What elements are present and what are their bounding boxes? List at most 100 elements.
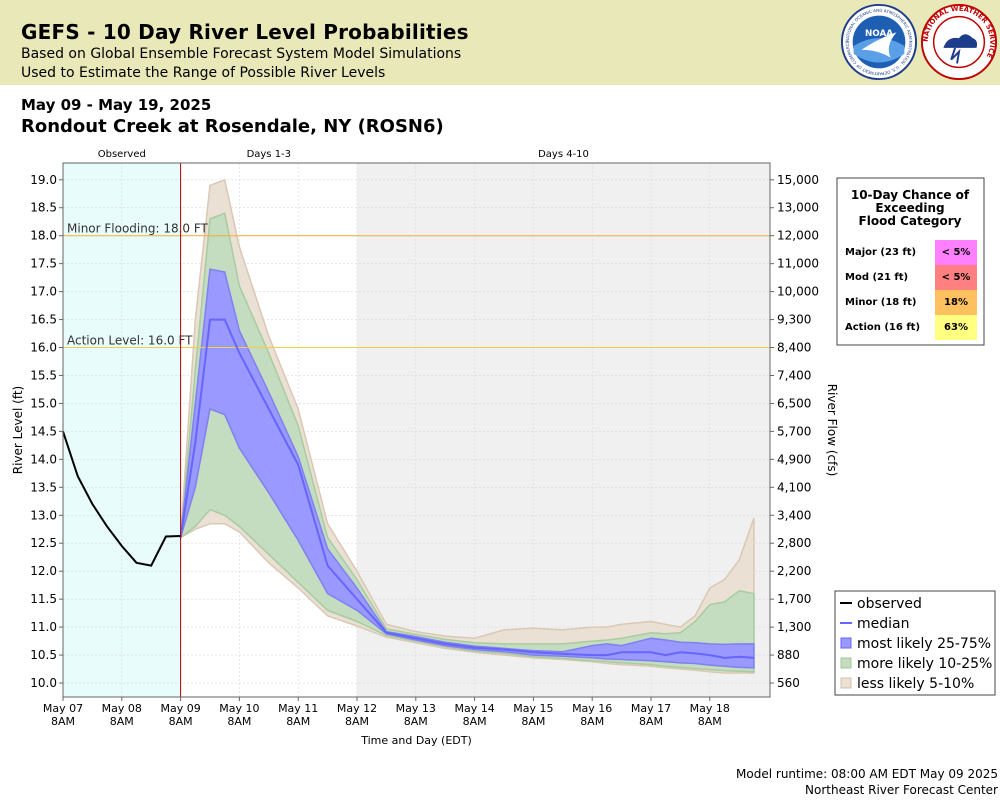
y-tick-label: 19.0 [30,173,57,187]
x-tick-time: 8AM [169,715,193,728]
y-right-tick-label: 560 [777,676,800,690]
period-label: Days 1-3 [247,149,291,160]
x-tick-label: May 09 [160,702,200,715]
y-right-tick-label: 1,300 [777,620,811,634]
observed-line [62,431,181,567]
exceedance-category: Action (16 ft) [845,322,920,333]
x-tick-time: 8AM [286,715,310,728]
exceedance-value: < 5% [942,247,971,258]
y-right-tick-label: 5,700 [777,424,811,438]
y-axis-title: River Level (ft) [11,386,25,474]
y-right-tick-label: 13,000 [777,201,819,215]
x-tick-label: May 18 [690,702,730,715]
x-tick-time: 8AM [580,715,604,728]
y-tick-label: 12.5 [30,536,57,550]
x-tick-label: May 16 [572,702,612,715]
y-tick-label: 15.0 [30,396,57,410]
y-tick-label: 14.0 [30,452,57,466]
x-tick-time: 8AM [521,715,545,728]
header-banner: GEFS - 10 Day River Level Probabilities … [0,0,1000,85]
x-tick-time: 8AM [51,715,75,728]
median-line [179,318,754,659]
x-tick-time: 8AM [639,715,663,728]
y-right-tick-label: 880 [777,648,800,662]
exceedance-title: Flood Category [859,214,962,228]
y-tick-label: 10.5 [30,648,57,662]
y-tick-label: 16.0 [30,341,57,355]
station-name: Rondout Creek at Rosendale, NY (ROSN6) [21,116,444,137]
threshold-label: Action Level: 16.0 FT [67,334,193,348]
legend-label: observed [857,596,922,612]
legend-box [834,590,996,696]
noaa-logo: NOAA NATIONAL OCEANIC AND ATMOSPHERIC AD… [840,3,918,81]
y-right-tick-label: 2,200 [777,564,811,578]
period-label: Days 4-10 [538,149,589,160]
y-right-tick-label: 6,500 [777,396,811,410]
y-right-tick-label: 8,400 [777,341,811,355]
y-right-tick-label: 10,000 [777,285,819,299]
y-tick-label: 15.5 [30,368,57,382]
x-tick-time: 8AM [698,715,722,728]
y-tick-label: 17.0 [30,285,57,299]
x-tick-label: May 15 [513,702,553,715]
legend-label: most likely 25-75% [857,636,991,652]
period-label: Observed [98,149,146,160]
x-tick-label: May 12 [337,702,377,715]
forecast-center: Northeast River Forecast Center [805,783,998,797]
y-right-tick-label: 4,100 [777,480,811,494]
date-range: May 09 - May 19, 2025 [21,96,212,114]
x-tick-label: May 14 [454,702,494,715]
y-right-tick-label: 12,000 [777,229,819,243]
legend-swatch [840,677,852,689]
y-right-tick-label: 3,400 [777,508,811,522]
subtitle-line-1: Based on Global Ensemble Forecast System… [21,46,462,62]
exceedance-swatch [935,315,977,340]
y-tick-label: 16.5 [30,313,57,327]
legend-swatch [840,657,852,669]
x-tick-time: 8AM [227,715,251,728]
y-right-tick-label: 1,700 [777,592,811,606]
exceedance-title: Exceeding [875,201,944,215]
y-right-tick-label: 15,000 [777,173,819,187]
exceedance-category: Mod (21 ft) [845,272,908,283]
legend-label: median [857,616,909,632]
legend-label: more likely 10-25% [857,656,992,672]
exceedance-category: Major (23 ft) [845,247,916,258]
exceedance-value: < 5% [942,272,971,283]
plot-frame [62,162,771,698]
noaa-logo-text: NOAA [865,29,893,39]
y-right-tick-label: 9,300 [777,313,811,327]
legend-label: less likely 5-10% [857,676,974,692]
y-right-tick-label: 2,800 [777,536,811,550]
x-axis-title: Time and Day (EDT) [360,734,472,747]
y-tick-label: 10.0 [30,676,57,690]
subtitle-line-2: Used to Estimate the Range of Possible R… [21,65,386,81]
exceedance-swatch [935,240,977,265]
legend-swatch [840,637,852,649]
band-25-75-percent [179,268,755,669]
y-tick-label: 18.0 [30,229,57,243]
x-tick-time: 8AM [463,715,487,728]
y-tick-label: 18.5 [30,201,57,215]
y-tick-label: 11.0 [30,620,57,634]
exceedance-category: Minor (18 ft) [845,297,916,308]
exceedance-value: 18% [944,297,968,308]
exceedance-value: 63% [944,322,968,333]
exceedance-swatch [935,265,977,290]
y-right-tick-label: 11,000 [777,257,819,271]
x-tick-time: 8AM [110,715,134,728]
x-tick-time: 8AM [345,715,369,728]
y-tick-label: 12.0 [30,564,57,578]
exceedance-title: 10-Day Chance of [851,188,970,202]
y-right-tick-label: 7,400 [777,368,811,382]
threshold-label: Minor Flooding: 18.0 FT [67,222,209,236]
x-tick-label: May 11 [278,702,318,715]
y-tick-label: 17.5 [30,257,57,271]
y-tick-label: 13.5 [30,480,57,494]
x-tick-label: May 13 [396,702,436,715]
x-tick-label: May 10 [219,702,259,715]
y-tick-label: 13.0 [30,508,57,522]
y-tick-label: 11.5 [30,592,57,606]
exceedance-swatch [935,290,977,315]
